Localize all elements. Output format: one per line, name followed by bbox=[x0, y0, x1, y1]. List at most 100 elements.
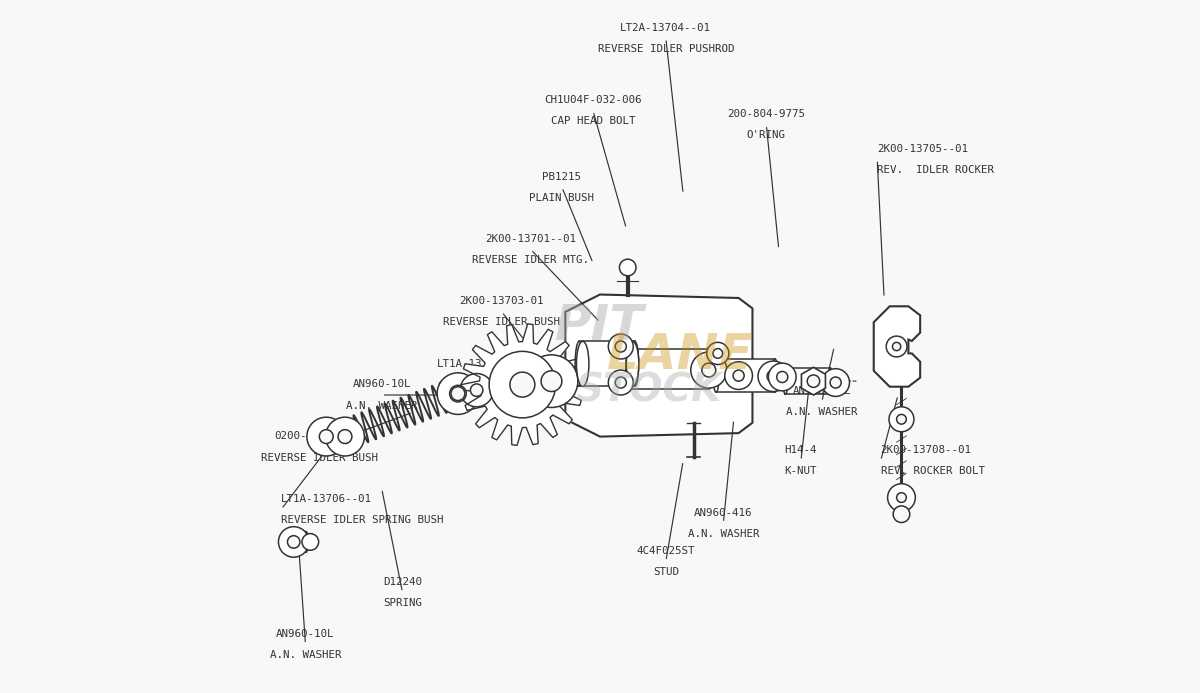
Circle shape bbox=[768, 363, 796, 391]
Text: SPRING: SPRING bbox=[383, 598, 422, 608]
Ellipse shape bbox=[706, 349, 713, 389]
Circle shape bbox=[691, 352, 727, 388]
Circle shape bbox=[896, 414, 906, 424]
FancyBboxPatch shape bbox=[785, 368, 830, 394]
Ellipse shape bbox=[305, 532, 308, 552]
Circle shape bbox=[893, 342, 901, 351]
Text: REVERSE IDLER: REVERSE IDLER bbox=[440, 380, 524, 389]
Text: LANE: LANE bbox=[607, 331, 754, 378]
Text: STOCK: STOCK bbox=[576, 372, 722, 410]
Text: AN960-10L: AN960-10L bbox=[353, 380, 410, 389]
Text: CH1U04F-032-006: CH1U04F-032-006 bbox=[545, 96, 642, 105]
Text: H14-4: H14-4 bbox=[785, 446, 817, 455]
Ellipse shape bbox=[828, 368, 833, 394]
Circle shape bbox=[302, 534, 319, 550]
Circle shape bbox=[776, 371, 788, 383]
Text: 0200-13702--01: 0200-13702--01 bbox=[274, 432, 365, 441]
Text: 2K00-13708--01: 2K00-13708--01 bbox=[881, 446, 972, 455]
Ellipse shape bbox=[784, 368, 787, 394]
Circle shape bbox=[608, 370, 634, 395]
Text: AN960-10L: AN960-10L bbox=[276, 629, 335, 639]
Text: 4C4F025ST: 4C4F025ST bbox=[636, 546, 695, 556]
Circle shape bbox=[616, 341, 626, 352]
Ellipse shape bbox=[772, 359, 778, 392]
Text: LT1A-13706--01: LT1A-13706--01 bbox=[281, 494, 372, 504]
Ellipse shape bbox=[320, 421, 326, 452]
Circle shape bbox=[702, 363, 715, 377]
Ellipse shape bbox=[575, 342, 583, 386]
Text: PB1215: PB1215 bbox=[542, 172, 581, 182]
Text: CAP HEAD BOLT: CAP HEAD BOLT bbox=[551, 116, 635, 126]
Circle shape bbox=[808, 375, 820, 387]
Text: LT1A-13700--01: LT1A-13700--01 bbox=[437, 359, 528, 369]
Circle shape bbox=[319, 430, 334, 444]
Circle shape bbox=[707, 342, 728, 365]
Text: REV. ROCKER BOLT: REV. ROCKER BOLT bbox=[881, 466, 985, 476]
Text: A.N. WASHER: A.N. WASHER bbox=[688, 529, 760, 538]
Circle shape bbox=[616, 377, 626, 388]
Circle shape bbox=[725, 362, 752, 389]
Ellipse shape bbox=[713, 359, 719, 392]
Circle shape bbox=[888, 484, 916, 511]
Text: STUD: STUD bbox=[653, 567, 679, 577]
Circle shape bbox=[758, 361, 788, 392]
Circle shape bbox=[830, 377, 841, 388]
Circle shape bbox=[608, 334, 634, 359]
Circle shape bbox=[541, 371, 562, 392]
Circle shape bbox=[893, 506, 910, 523]
Text: PIT: PIT bbox=[554, 301, 644, 349]
Circle shape bbox=[896, 493, 906, 502]
Circle shape bbox=[510, 372, 535, 397]
FancyBboxPatch shape bbox=[290, 532, 306, 552]
Text: A.N. WASHER: A.N. WASHER bbox=[270, 650, 341, 660]
Circle shape bbox=[733, 370, 744, 381]
Circle shape bbox=[767, 370, 780, 383]
Circle shape bbox=[338, 430, 352, 444]
Ellipse shape bbox=[289, 532, 293, 552]
Text: AN960-416: AN960-416 bbox=[694, 508, 752, 518]
Text: 2K00-13701--01: 2K00-13701--01 bbox=[485, 234, 576, 244]
Text: REVERSE IDLER PUSHROD: REVERSE IDLER PUSHROD bbox=[598, 44, 734, 53]
FancyBboxPatch shape bbox=[630, 349, 709, 389]
FancyBboxPatch shape bbox=[580, 341, 635, 387]
Text: REVERSE IDLER SPRING BUSH: REVERSE IDLER SPRING BUSH bbox=[281, 515, 444, 525]
Circle shape bbox=[288, 536, 300, 548]
Circle shape bbox=[490, 351, 556, 418]
Circle shape bbox=[713, 349, 722, 358]
Text: AN960-10L: AN960-10L bbox=[792, 387, 851, 396]
Circle shape bbox=[451, 387, 464, 401]
Circle shape bbox=[460, 374, 493, 407]
Circle shape bbox=[887, 336, 907, 357]
Circle shape bbox=[325, 417, 365, 456]
Circle shape bbox=[619, 259, 636, 276]
Text: 2K00-13703-01: 2K00-13703-01 bbox=[460, 297, 544, 306]
FancyBboxPatch shape bbox=[323, 421, 348, 453]
Text: K-NUT: K-NUT bbox=[785, 466, 817, 476]
Circle shape bbox=[526, 355, 578, 407]
Text: REVERSE IDLER BUSH: REVERSE IDLER BUSH bbox=[443, 317, 560, 327]
Ellipse shape bbox=[626, 349, 634, 389]
Ellipse shape bbox=[626, 342, 638, 386]
Text: PLAIN BUSH: PLAIN BUSH bbox=[529, 193, 594, 202]
Polygon shape bbox=[462, 324, 583, 446]
Circle shape bbox=[437, 373, 479, 414]
Text: REV.  IDLER ROCKER: REV. IDLER ROCKER bbox=[877, 165, 995, 175]
Text: REVERSE IDLER MTG.: REVERSE IDLER MTG. bbox=[473, 255, 589, 265]
Ellipse shape bbox=[344, 421, 350, 452]
Text: D12240: D12240 bbox=[383, 577, 422, 587]
Ellipse shape bbox=[576, 342, 589, 386]
Text: A.N. WASHER: A.N. WASHER bbox=[786, 407, 858, 417]
Circle shape bbox=[307, 417, 346, 456]
Ellipse shape bbox=[630, 342, 638, 386]
Text: 200-804-9775: 200-804-9775 bbox=[727, 109, 805, 119]
Circle shape bbox=[450, 385, 467, 402]
Text: O'RING: O'RING bbox=[746, 130, 786, 140]
Circle shape bbox=[470, 384, 482, 396]
Text: A.N. WASHER: A.N. WASHER bbox=[346, 401, 418, 410]
Polygon shape bbox=[565, 295, 752, 437]
Polygon shape bbox=[874, 306, 920, 387]
Circle shape bbox=[278, 527, 308, 557]
Text: 2K00-13705--01: 2K00-13705--01 bbox=[877, 144, 968, 154]
Text: LT2A-13704--01: LT2A-13704--01 bbox=[620, 23, 712, 33]
Circle shape bbox=[889, 407, 914, 432]
